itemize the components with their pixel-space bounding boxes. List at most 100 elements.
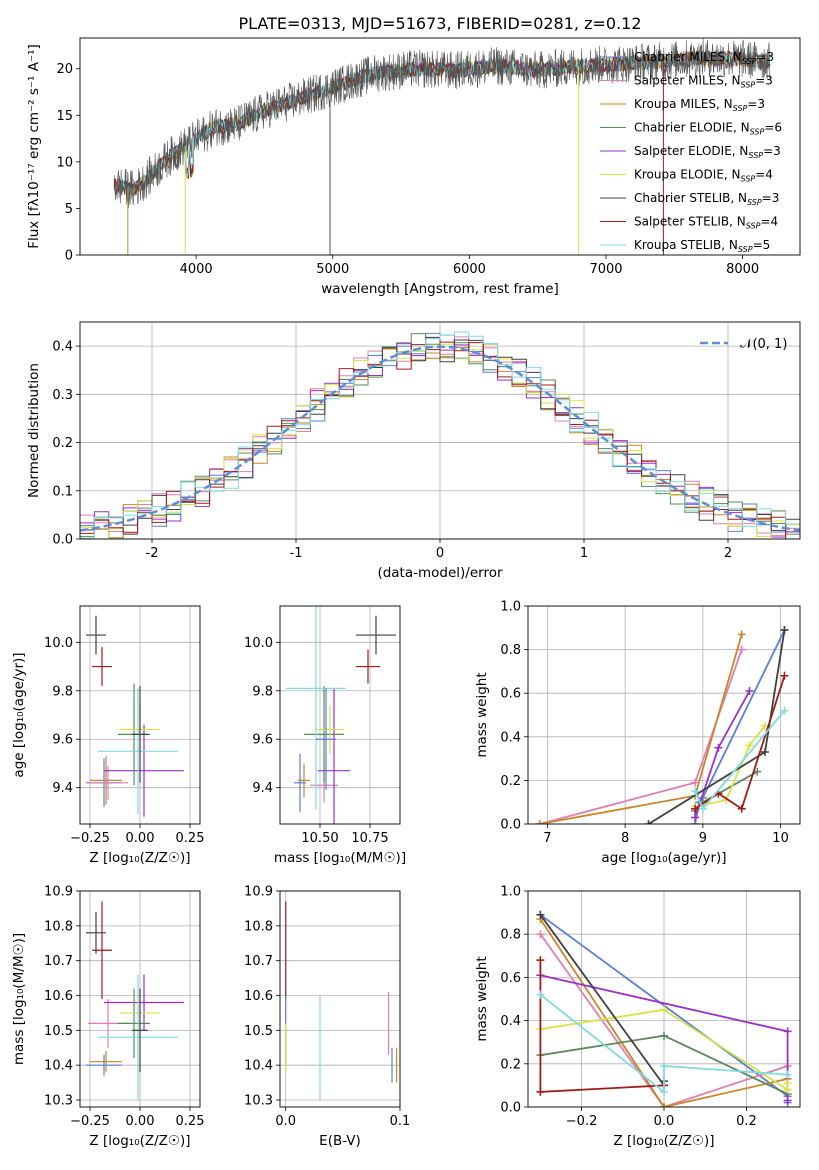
weight-marker: [780, 671, 789, 680]
legend-entry-0: Chabrier MILES, NSSP=3: [634, 50, 774, 66]
age-vs-mass-panel: 10.50 10.75 9.4 9.6 9.8 10.0 mass [log₁₀(M/M☉)…: [244, 605, 406, 866]
errorbar-7: [316, 705, 344, 754]
x-tick-label: 4000: [180, 262, 213, 277]
weight-marker: [745, 741, 754, 750]
x-tick-label: 7: [543, 831, 551, 846]
errorbar-5: [318, 688, 350, 824]
observed-spectrum: [113, 38, 771, 208]
weight-marker: [691, 778, 700, 787]
x-tick-label: 8: [621, 831, 629, 846]
x-tick-label: 0.00: [126, 831, 155, 846]
weight-marker: [660, 1005, 668, 1014]
errorbar-4: [88, 765, 128, 800]
weight-marker: [536, 1087, 545, 1096]
weight-marker: [660, 1103, 668, 1107]
weight-marker: [536, 910, 545, 919]
x-tick-label: 0.2: [736, 1114, 757, 1129]
x-tick-label: 7000: [589, 262, 622, 277]
errorbar-3: [86, 1054, 122, 1076]
y-tick-label: 10.6: [44, 989, 73, 1004]
errorbar-8: [98, 974, 178, 1101]
x-tick-label: 2: [724, 546, 732, 561]
errorbar-6: [118, 988, 150, 1059]
errorbar-1: [92, 647, 112, 686]
y-tick-label: 9.8: [252, 684, 273, 699]
x-axis-label: Z [log₁₀(Z/Z☉)]: [89, 850, 190, 866]
weight-marker: [691, 813, 700, 822]
x-tick-label: 10.50: [301, 831, 338, 846]
errorbar-0: [86, 615, 106, 655]
legend-entry-8: Kroupa STELIB, NSSP=5: [634, 238, 770, 254]
x-tick-label: 0.1: [390, 1114, 411, 1129]
x-axis-label: E(B-V): [319, 1133, 361, 1149]
y-axis-label: mass weight: [474, 672, 490, 757]
y-tick-label: 15: [56, 109, 73, 124]
y-tick-label: 0.0: [500, 818, 521, 833]
weight-marker: [536, 956, 545, 965]
legend-entry-3: Chabrier ELODIE, NSSP=6: [634, 121, 782, 137]
gaussian-curve: [80, 345, 800, 532]
axes-frame: [79, 605, 201, 825]
weight-marker: [753, 767, 762, 776]
errorbar-3: [294, 753, 306, 812]
y-tick-label: 0.2: [500, 1057, 521, 1072]
y-tick-label: 0.8: [500, 928, 521, 943]
x-tick-label: −0.25: [70, 1114, 110, 1129]
errorbar-2: [90, 1051, 122, 1073]
y-tick-label: 10.4: [244, 1059, 273, 1074]
y-tick-label: 9.4: [52, 781, 73, 796]
y-tick-label: 10.5: [44, 1024, 73, 1039]
weight-line-1: [539, 933, 788, 1107]
weight-line-2: [539, 918, 788, 1107]
weight-marker: [698, 804, 707, 813]
x-tick-label: 5000: [316, 262, 349, 277]
y-tick-label: 9.6: [52, 733, 73, 748]
weight-line-7: [694, 675, 786, 811]
y-tick-label: 0.4: [500, 730, 521, 745]
y-tick-label: 0: [65, 249, 73, 264]
axes-frame: [279, 890, 401, 1108]
weight-marker: [691, 804, 700, 813]
errorbar-9: [132, 685, 148, 783]
y-tick-label: 10.4: [44, 1059, 73, 1074]
weight-line-8: [694, 710, 786, 811]
errorbar-0: [356, 615, 396, 655]
weight-marker: [745, 687, 754, 696]
errorbar-0: [86, 911, 106, 954]
x-tick-label: −0.2: [566, 1114, 598, 1129]
y-axis-label: Flux [fλ10⁻¹⁷ erg cm⁻² s⁻¹ A⁻¹]: [26, 44, 42, 249]
x-tick-label: 8000: [726, 262, 759, 277]
y-tick-label: 10.3: [244, 1094, 273, 1109]
x-tick-label: -2: [146, 546, 159, 561]
axes-frame: [527, 890, 801, 1108]
figure-title: PLATE=0313, MJD=51673, FIBERID=0281, z=0…: [238, 14, 641, 33]
y-tick-label: 10.7: [44, 954, 73, 969]
y-tick-label: 10: [56, 155, 73, 170]
weight-marker: [660, 1031, 668, 1040]
x-tick-label: 0.00: [126, 1114, 155, 1129]
y-axis-label: mass weight: [474, 956, 490, 1041]
y-tick-label: 1.0: [500, 885, 521, 900]
errorbar-1: [356, 649, 380, 684]
x-tick-label: 9: [699, 831, 707, 846]
age-vs-Z-panel: −0.25 0.00 0.25 9.4 9.6 9.8 10.0 Z [log₁₀(Z/Z☉)…: [11, 605, 204, 866]
axes-frame: [79, 37, 801, 256]
y-tick-label: 1.0: [500, 600, 521, 615]
histogram-8: [80, 331, 800, 539]
x-tick-label: 1: [580, 546, 588, 561]
weight-marker: [535, 820, 544, 824]
y-tick-label: 0.3: [52, 388, 73, 403]
axes-frame: [79, 321, 801, 540]
y-tick-label: 10.9: [244, 885, 273, 900]
spectrum-panel: 4000 5000 6000 7000 8000 0 5 10 15 20 wavelength […: [26, 37, 801, 297]
x-tick-label: 0.0: [275, 1114, 296, 1129]
x-axis-label: Z [log₁₀(Z/Z☉)]: [89, 1133, 190, 1149]
x-tick-label: −0.25: [70, 831, 110, 846]
errorbar-2: [90, 756, 122, 805]
mass-vs-ebv-panel: 0.0 0.1 10.3 10.4 10.5 10.6 10.7 10.8 10.9 E(B-V): [244, 885, 410, 1150]
weight-marker: [714, 743, 723, 752]
y-axis-label: mass [log₁₀(M/M☉)]: [11, 933, 27, 1065]
legend-entry-7: Salpeter STELIB, NSSP=4: [634, 215, 778, 231]
weight-marker: [536, 990, 545, 999]
errorbar-1: [92, 901, 112, 999]
